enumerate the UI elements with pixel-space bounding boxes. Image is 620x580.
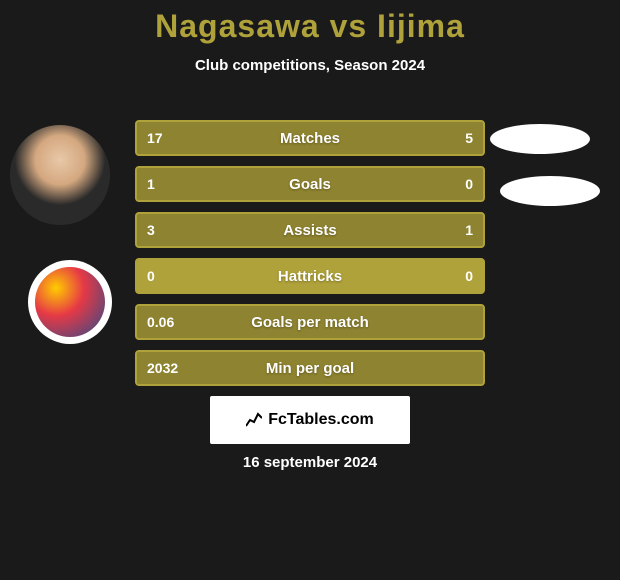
stat-label: Matches [137, 122, 483, 154]
stat-row: 17 Matches 5 [135, 120, 485, 156]
club-left-badge [28, 260, 112, 344]
club-right-badge [500, 176, 600, 206]
stat-label: Assists [137, 214, 483, 246]
player-right-avatar [490, 124, 590, 154]
stat-row: 3 Assists 1 [135, 212, 485, 248]
stat-row: 0 Hattricks 0 [135, 258, 485, 294]
stats-container: 17 Matches 5 1 Goals 0 3 Assists 1 0 Hat… [135, 120, 485, 396]
player-left-avatar [10, 125, 110, 225]
stat-value-right: 0 [465, 168, 473, 200]
stat-row: 1 Goals 0 [135, 166, 485, 202]
stat-row: 2032 Min per goal [135, 350, 485, 386]
stat-value-right: 0 [465, 260, 473, 292]
date-text: 16 september 2024 [0, 454, 620, 471]
stat-label: Goals [137, 168, 483, 200]
stat-value-right: 5 [465, 122, 473, 154]
stat-label: Goals per match [137, 306, 483, 338]
page-title: Nagasawa vs Iijima [0, 0, 620, 45]
player-photo-placeholder [10, 125, 110, 225]
club-crest-placeholder [35, 267, 105, 337]
chart-icon [246, 412, 262, 428]
branding-badge: FcTables.com [210, 396, 410, 444]
stat-label: Hattricks [137, 260, 483, 292]
subtitle: Club competitions, Season 2024 [0, 57, 620, 74]
branding-text: FcTables.com [268, 411, 374, 429]
stat-label: Min per goal [137, 352, 483, 384]
stat-value-right: 1 [465, 214, 473, 246]
stat-row: 0.06 Goals per match [135, 304, 485, 340]
